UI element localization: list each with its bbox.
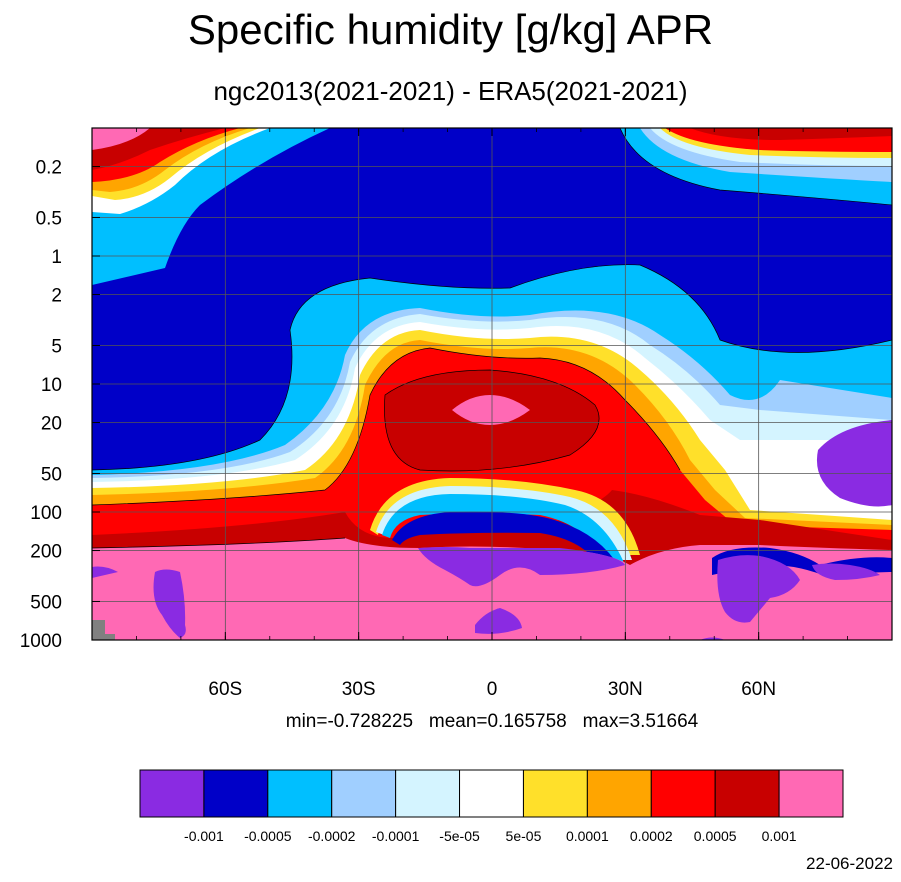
band-ur-darkred <box>690 128 892 140</box>
band-ul-pink <box>92 128 150 150</box>
y-tick-label: 100 <box>30 503 62 524</box>
contour-line-1 <box>92 264 892 471</box>
x-tick-label: 60N <box>741 679 776 700</box>
blob-equator-purple <box>418 547 625 587</box>
colorbar-label: 0.0001 <box>566 828 609 844</box>
y-tick-label: 1 <box>51 247 62 268</box>
blob-80s-purple <box>92 566 118 578</box>
plot-date: 22-06-2022 <box>806 854 893 873</box>
colorbar-label: -0.0005 <box>244 828 292 844</box>
y-tick-label: 0.5 <box>36 208 62 229</box>
colorbar-label: -0.0002 <box>308 828 356 844</box>
y-tick-label: 10 <box>41 375 62 396</box>
colorbar-swatch <box>586 769 652 818</box>
colorbar-swatch <box>395 769 461 818</box>
colorbar-swatch <box>331 769 397 818</box>
blob-70s-purple <box>153 569 186 638</box>
colorbar-swatch <box>459 769 524 818</box>
colorbar-swatch <box>267 769 333 818</box>
blob-70n-purple <box>812 563 880 580</box>
dip-yellow <box>370 478 640 555</box>
colorbar-label: -5e-05 <box>439 828 480 844</box>
contour-line-2 <box>92 347 681 506</box>
x-tick-label: 30S <box>342 679 376 700</box>
y-tick-label: 1000 <box>20 631 62 652</box>
dip-darkblue <box>392 511 620 568</box>
colorbar-label: 5e-05 <box>506 828 542 844</box>
y-tick-label: 50 <box>41 464 62 485</box>
y-tick-label: 500 <box>30 592 62 613</box>
y-tick-label: 20 <box>41 414 62 435</box>
colorbar-swatch <box>778 769 844 818</box>
grid-lines <box>92 128 892 641</box>
x-tick-label: 30N <box>608 679 643 700</box>
summary-statistics: min=-0.728225 mean=0.165758 max=3.51664 <box>285 711 699 732</box>
contour-line-4 <box>92 537 346 549</box>
y-tick-label: 200 <box>30 542 62 563</box>
core-pink <box>452 395 530 425</box>
contour-line-5 <box>619 128 892 206</box>
missing-data-patch <box>92 620 115 640</box>
blob-surface-right <box>700 637 725 640</box>
y-tick-label: 0.2 <box>36 158 62 179</box>
blob-surface-purple <box>475 608 522 634</box>
colorbar-label: 0.0002 <box>630 828 673 844</box>
y-tick-label: 5 <box>51 336 62 357</box>
blob-surface-tip <box>495 608 502 612</box>
colorbar-swatch <box>139 769 205 818</box>
colorbar-swatch <box>650 769 716 818</box>
blob-right-purple <box>816 420 892 507</box>
colorbar: -0.001 -0.0005 -0.0002 -0.0001 -5e-05 5e-05 0.… <box>139 769 844 844</box>
x-axis: 60S 30S 0 30N 60N <box>136 128 848 700</box>
dip-paleblue <box>376 486 632 560</box>
chart-title: Specific humidity [g/kg] APR <box>187 6 714 53</box>
x-tick-label: 0 <box>487 679 498 700</box>
colorbar-swatch <box>714 769 780 818</box>
colorbar-label: -0.001 <box>184 828 224 844</box>
y-axis: 0.2 0.5 1 2 5 10 20 50 100 200 500 1000 <box>20 158 100 652</box>
y-tick-label: 2 <box>51 286 62 307</box>
colorbar-label: -0.0001 <box>372 828 420 844</box>
colorbar-swatch <box>522 769 588 818</box>
x-tick-label: 60S <box>208 679 242 700</box>
colorbar-label: 0.0005 <box>694 828 737 844</box>
colorbar-swatch <box>203 769 269 818</box>
colorbar-label: 0.001 <box>762 828 797 844</box>
chart-subtitle: ngc2013(2021-2021) - ERA5(2021-2021) <box>213 76 688 106</box>
contour-line-3 <box>384 369 600 472</box>
